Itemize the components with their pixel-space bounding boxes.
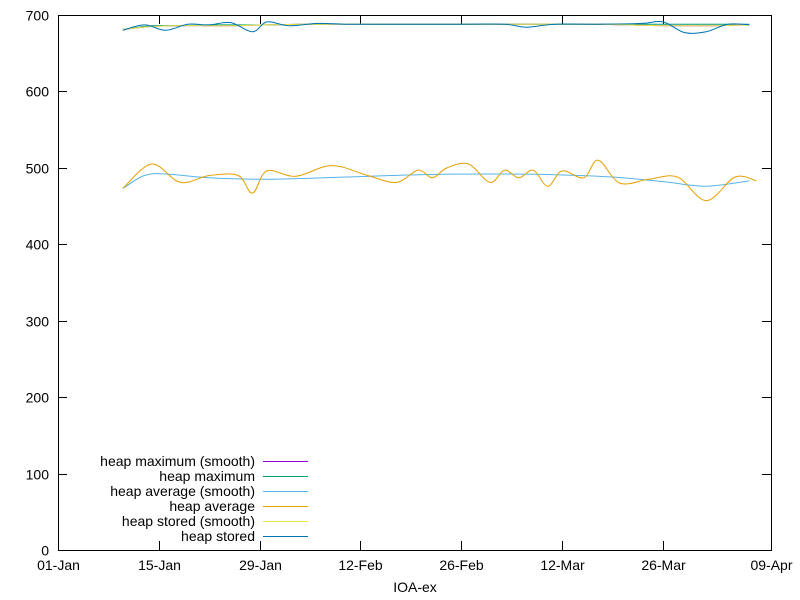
series-line-heap-average	[122, 159, 757, 202]
y-tick-label: 100	[26, 467, 50, 483]
x-tick-label: 09-Apr	[750, 557, 792, 573]
y-tick-label: 300	[26, 314, 50, 330]
plot-frame	[58, 15, 772, 551]
y-tick-label: 700	[26, 8, 50, 24]
y-tick-label: 200	[26, 390, 50, 406]
series-line-heap-maximum	[122, 23, 750, 30]
x-tick-label: 26-Mar	[641, 557, 686, 573]
y-tick-label: 500	[26, 161, 50, 177]
y-tick-label: 600	[26, 84, 50, 100]
axis-ticks: 0 100 200 300 400 500 600 700 01-Jan 15-Jan 29-Jan…	[26, 8, 793, 574]
legend-label-heap-stored-smooth: heap stored (smooth)	[122, 513, 255, 529]
legend-label-heap-maximum-smooth: heap maximum (smooth)	[100, 453, 255, 469]
legend-label-heap-maximum: heap maximum	[159, 468, 255, 484]
x-tick-label: 12-Feb	[338, 557, 383, 573]
series-line-heap-stored	[122, 20, 750, 34]
legend-label-heap-stored: heap stored	[181, 528, 255, 544]
legend-label-heap-average-smooth: heap average (smooth)	[110, 483, 255, 499]
series-line-heap-average-smooth	[122, 173, 750, 189]
y-tick-label: 400	[26, 237, 50, 253]
x-tick-label: 01-Jan	[37, 557, 80, 573]
legend-label-heap-average: heap average	[169, 498, 255, 514]
plot-series	[122, 20, 757, 202]
x-tick-label: 15-Jan	[138, 557, 181, 573]
y-tick-label: 0	[41, 543, 49, 559]
x-tick-label: 12-Mar	[540, 557, 585, 573]
x-tick-label: 26-Feb	[439, 557, 484, 573]
x-tick-label: 29-Jan	[239, 557, 282, 573]
x-axis-label: IOA-ex	[393, 579, 437, 595]
